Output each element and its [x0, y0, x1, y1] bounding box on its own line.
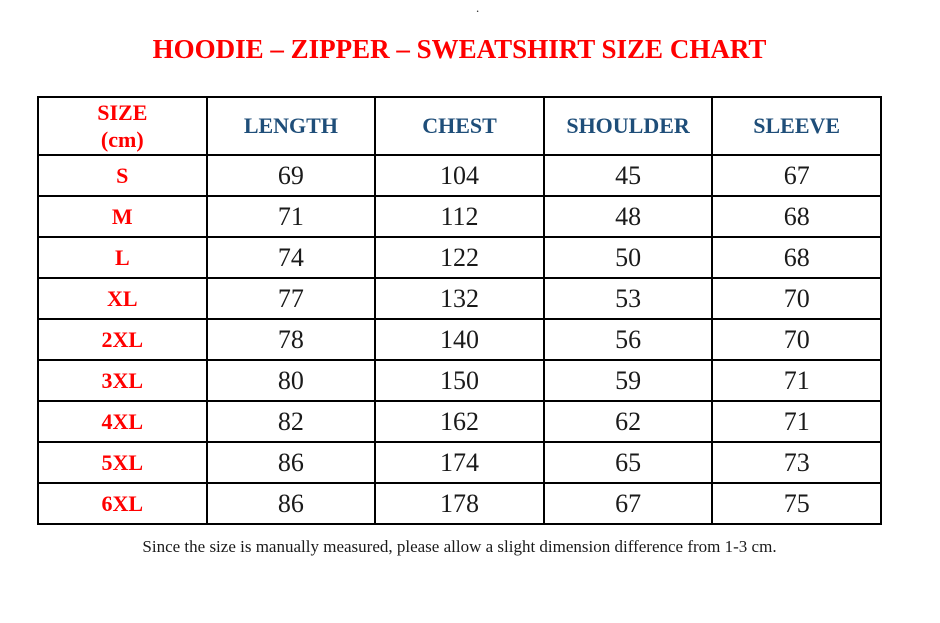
shoulder-cell: 65 — [542, 441, 714, 484]
length-header: LENGTH — [205, 96, 377, 156]
size-header-line2: (cm) — [100, 127, 144, 152]
shoulder-cell: 48 — [542, 195, 714, 238]
chest-cell: 104 — [374, 154, 545, 197]
length-cell: 86 — [205, 482, 377, 525]
sleeve-cell: 70 — [711, 277, 882, 320]
shoulder-cell: 67 — [542, 482, 714, 525]
length-cell: 86 — [205, 441, 377, 484]
length-cell: 78 — [205, 318, 377, 361]
sleeve-cell: 73 — [711, 441, 882, 484]
table-row: 3XL 80 150 59 71 — [37, 359, 882, 402]
header-row: SIZE (cm) LENGTH CHEST SHOULDER SLEEVE — [37, 96, 882, 156]
table-row: 6XL 86 178 67 75 — [37, 482, 882, 525]
shoulder-cell: 50 — [542, 236, 714, 279]
footer-note: Since the size is manually measured, ple… — [142, 537, 777, 556]
sleeve-cell: 75 — [711, 482, 882, 525]
sleeve-cell: 71 — [711, 359, 882, 402]
shoulder-cell: 59 — [542, 359, 714, 402]
chest-cell: 140 — [374, 318, 545, 361]
sleeve-cell: 68 — [711, 236, 882, 279]
size-cell: S — [37, 154, 208, 197]
length-cell: 80 — [205, 359, 377, 402]
size-cell: M — [37, 195, 208, 238]
table-row: 4XL 82 162 62 71 — [37, 400, 882, 443]
chest-header: CHEST — [374, 96, 545, 156]
table-row: 2XL 78 140 56 70 — [37, 318, 882, 361]
size-cell: XL — [37, 277, 208, 320]
length-cell: 77 — [205, 277, 377, 320]
length-cell: 82 — [205, 400, 377, 443]
shoulder-cell: 53 — [542, 277, 714, 320]
size-cell: L — [37, 236, 208, 279]
length-cell: 74 — [205, 236, 377, 279]
chest-cell: 178 — [374, 482, 545, 525]
sleeve-cell: 70 — [711, 318, 882, 361]
sleeve-cell: 67 — [711, 154, 882, 197]
table-row: 5XL 86 174 65 73 — [37, 441, 882, 484]
table-row: XL 77 132 53 70 — [37, 277, 882, 320]
chest-cell: 150 — [374, 359, 545, 402]
chest-cell: 132 — [374, 277, 545, 320]
shoulder-cell: 56 — [542, 318, 714, 361]
page-title: HOODIE – ZIPPER – SWEATSHIRT SIZE CHART — [152, 34, 767, 64]
size-cell: 3XL — [37, 359, 208, 402]
chest-cell: 162 — [374, 400, 545, 443]
size-cell: 2XL — [37, 318, 208, 361]
chest-cell: 112 — [374, 195, 545, 238]
size-header-line1: SIZE — [97, 100, 148, 125]
table-row: L 74 122 50 68 — [37, 236, 882, 279]
size-chart-table: SIZE (cm) LENGTH CHEST SHOULDER SLEEVE S… — [37, 96, 882, 525]
sleeve-cell: 71 — [711, 400, 882, 443]
table-row: S 69 104 45 67 — [37, 154, 882, 197]
shoulder-cell: 45 — [542, 154, 714, 197]
length-cell: 71 — [205, 195, 377, 238]
shoulder-header: SHOULDER — [542, 96, 714, 156]
table-row: M 71 112 48 68 — [37, 195, 882, 238]
sleeve-header: SLEEVE — [711, 96, 882, 156]
size-cell: 5XL — [37, 441, 208, 484]
size-cell: 4XL — [37, 400, 208, 443]
shoulder-cell: 62 — [542, 400, 714, 443]
size-cm-header: SIZE (cm) — [37, 96, 208, 156]
size-cell: 6XL — [37, 482, 208, 525]
length-cell: 69 — [205, 154, 377, 197]
chest-cell: 174 — [374, 441, 545, 484]
sleeve-cell: 68 — [711, 195, 882, 238]
stray-dot: . — [476, 0, 480, 15]
chest-cell: 122 — [374, 236, 545, 279]
